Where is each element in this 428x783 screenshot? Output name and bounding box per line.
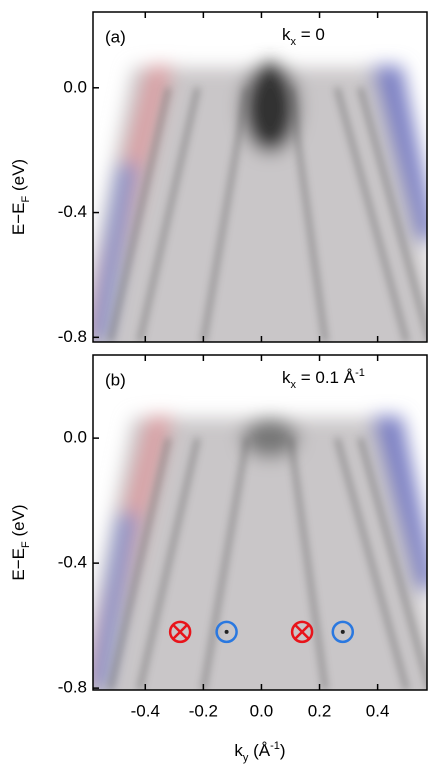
x-tick-label: -0.4 xyxy=(131,701,160,720)
spin-out-marker xyxy=(331,620,355,644)
x-axis-label-main: k xyxy=(234,741,243,760)
x-tick-label: -0.2 xyxy=(189,701,218,720)
spin-into-marker xyxy=(290,620,314,644)
intensity-map xyxy=(93,12,427,342)
x-axis-label-end: ) xyxy=(280,741,286,760)
annotation-sub: x xyxy=(291,379,297,391)
x-axis-label-sup: -1 xyxy=(270,740,280,752)
spin-out-marker xyxy=(215,620,238,644)
y-tick-label: -0.4 xyxy=(58,202,87,221)
x-axis-label: ky (Å-1) xyxy=(234,740,285,764)
panel: 0.0-0.4-0.8-0.4 -0.2 0.0 0.2 0.4(b) kx = 0.1 … xyxy=(9,354,428,764)
x-axis-label-sub: y xyxy=(243,752,249,764)
intensity-map xyxy=(93,355,427,690)
plot-frame xyxy=(92,11,428,343)
x-tick-label: 0.0 xyxy=(250,701,274,720)
annotation-main: k xyxy=(282,368,291,387)
annotation-rest: = 0 xyxy=(296,25,325,44)
x-tick-label: 0.2 xyxy=(308,701,332,720)
y-axis-label-rest: (eV) xyxy=(9,159,28,196)
annotation: kx = 0 xyxy=(282,25,325,47)
y-tick-label: -0.8 xyxy=(58,327,87,346)
y-tick-label: -0.4 xyxy=(58,553,87,572)
spin-into-marker xyxy=(168,620,192,644)
y-axis-label: E−EF (eV) xyxy=(9,504,31,580)
y-tick-label: -0.8 xyxy=(58,678,87,697)
y-axis-label-main: E−E xyxy=(9,548,28,581)
plot-frame xyxy=(92,354,428,691)
annotation: kx = 0.1 Å-1 xyxy=(282,367,365,391)
annotation-rest: = 0.1 Å xyxy=(296,368,356,387)
annotation-sub: x xyxy=(291,36,297,48)
y-axis-label-rest: (eV) xyxy=(9,504,28,541)
y-axis-label-main: E−E xyxy=(9,202,28,235)
panel-label: (a) xyxy=(105,27,126,46)
x-axis-label-rest: (Å xyxy=(248,741,270,760)
annotation-sup: -1 xyxy=(355,367,365,379)
panel-label: (b) xyxy=(105,370,126,389)
y-tick-label: 0.0 xyxy=(63,77,87,96)
y-axis-label-sub: F xyxy=(20,195,32,202)
x-tick-label: 0.4 xyxy=(366,701,390,720)
y-axis-label-sub: F xyxy=(20,541,32,548)
annotation-main: k xyxy=(282,25,291,44)
y-axis-label: E−EF (eV) xyxy=(9,159,31,235)
y-tick-label: 0.0 xyxy=(63,428,87,447)
panel: 0.0 -0.4 -0.8 (a) kx = 0 E−EF (eV) xyxy=(9,11,428,346)
